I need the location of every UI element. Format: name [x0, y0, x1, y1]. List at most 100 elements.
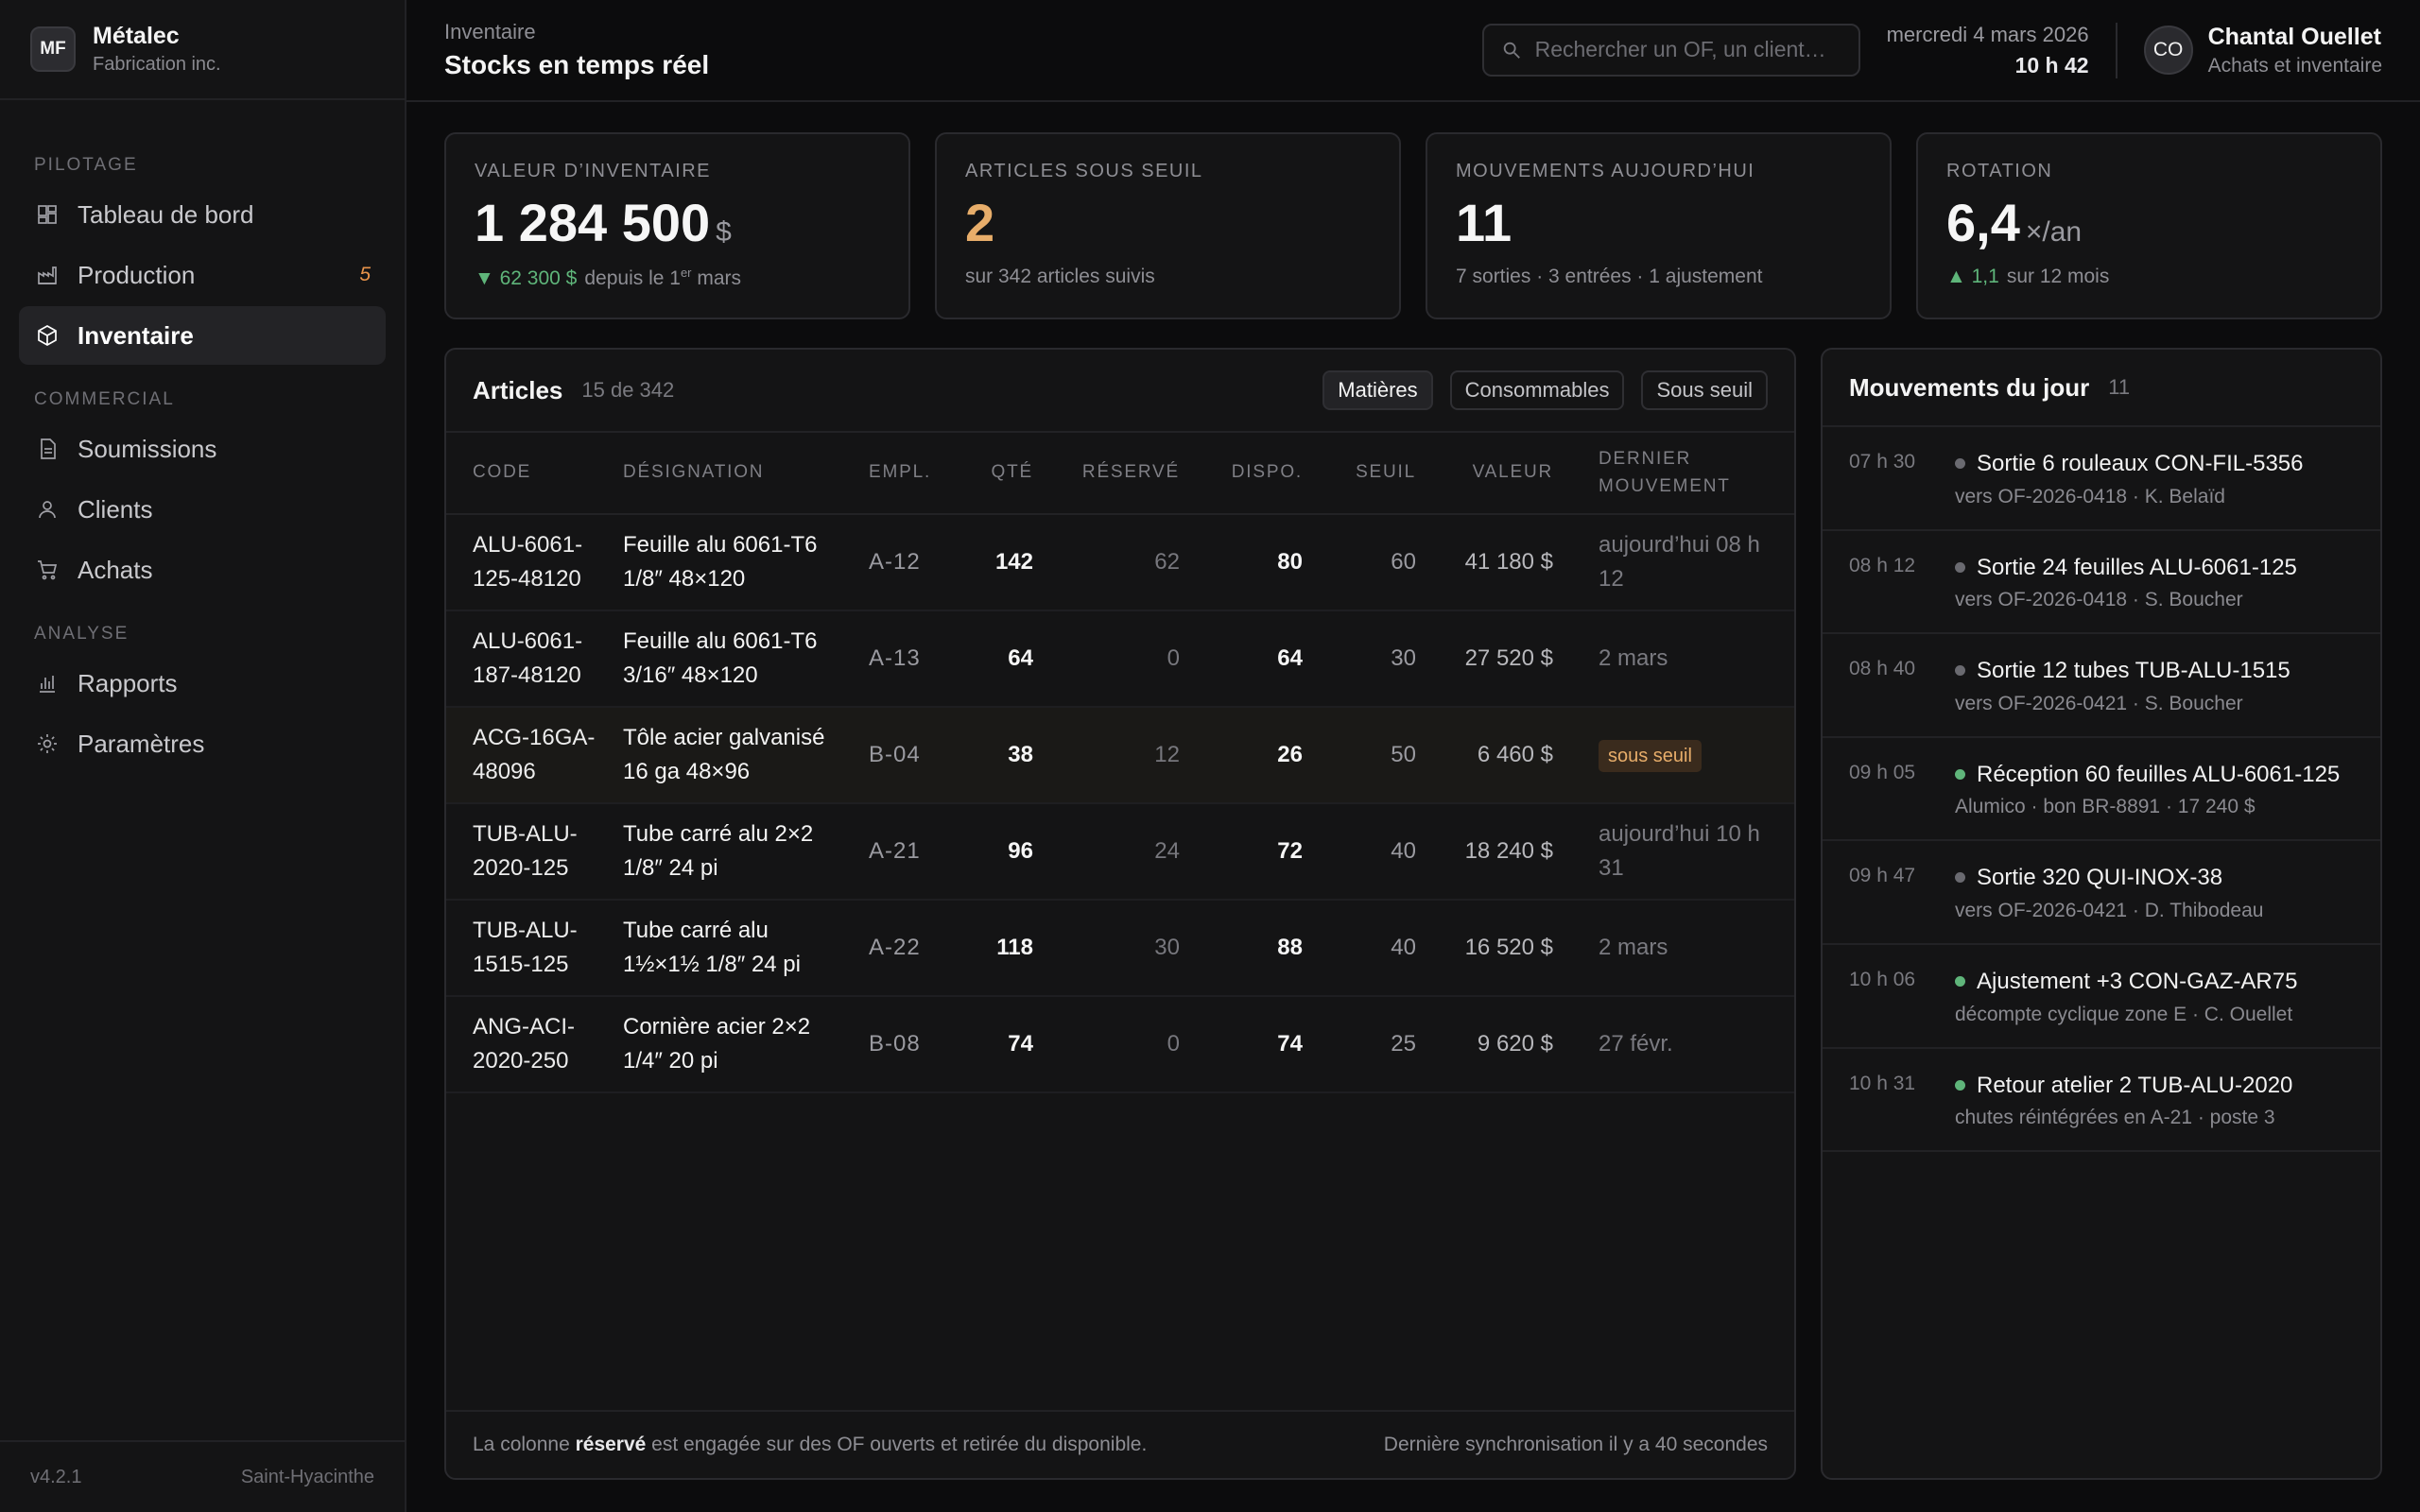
sidebar-item-rapports[interactable]: Rapports	[19, 654, 386, 713]
kpi-sub-text: sur 12 mois	[2006, 265, 2110, 287]
table-row[interactable]: TUB-ALU-2020-125 Tube carré alu 2×2 1/8″…	[446, 803, 1794, 901]
sidebar-item-inventaire[interactable]: Inventaire	[19, 306, 386, 365]
kpi-articles-sous-seuil: ARTICLES SOUS SEUIL 2 sur 342 articles s…	[935, 132, 1401, 319]
cell-reserve: 62	[1046, 514, 1193, 611]
column-header-qty[interactable]: QTÉ	[991, 462, 1033, 483]
sidebar-item-label: Inventaire	[78, 320, 194, 350]
kpi-sub-text-2: mars	[697, 266, 742, 289]
sidebar-item-tableau-de-bord[interactable]: Tableau de bord	[19, 185, 386, 244]
document-icon	[34, 436, 60, 462]
list-item[interactable]: 08 h 12 Sortie 24 feuilles ALU-6061-125 v…	[1823, 531, 2380, 635]
table-header-row: CODE DÉSIGNATION EMPL. QTÉ RÉSERVÉ DISPO…	[446, 433, 1794, 514]
list-item[interactable]: 08 h 40 Sortie 12 tubes TUB-ALU-1515 vers…	[1823, 634, 2380, 738]
main-area: Inventaire Stocks en temps réel Recherch…	[406, 0, 2420, 1512]
kpi-number: 1 284 500	[475, 193, 711, 252]
search-icon	[1503, 42, 1520, 59]
cell-empl: A-13	[856, 610, 971, 708]
kpi-delta: ▼ 62 300 $	[475, 266, 578, 289]
cell-dispo: 26	[1193, 707, 1316, 804]
panel-title: Articles	[473, 375, 563, 404]
cell-dernier-mouvement: aujourd’hui 08 h 12	[1566, 514, 1794, 611]
sidebar-item-achats[interactable]: Achats	[19, 541, 386, 599]
panel-count: 11	[2108, 375, 2131, 399]
sidebar-item-parametres[interactable]: Paramètres	[19, 714, 386, 773]
status-badge: sous seuil	[1599, 740, 1702, 772]
list-item[interactable]: 09 h 05 Réception 60 feuilles ALU-6061-1…	[1823, 738, 2380, 842]
filter-consommables[interactable]: Consommables	[1449, 370, 1625, 410]
column-header-dernier-mouvement[interactable]: DERNIER MOUVEMENT	[1599, 449, 1731, 496]
status-dot	[1955, 768, 1965, 780]
cell-designation: Tube carré alu 2×2 1/8″ 24 pi	[610, 803, 856, 901]
kpi-value: 1 284 500 $	[475, 194, 880, 252]
cell-qty: 74	[971, 996, 1046, 1093]
cell-code: ACG-16GA-48096	[446, 707, 610, 804]
table-row[interactable]: ANG-ACI-2020-250 Cornière acier 2×2 1/4″…	[446, 996, 1794, 1093]
cell-valeur: 9 620 $	[1429, 996, 1566, 1093]
move-detail: vers OF-2026-0421 · D. Thibodeau	[1955, 899, 2264, 921]
cell-empl: A-12	[856, 514, 971, 611]
cell-dernier-mouvement: aujourd’hui 10 h 31	[1566, 803, 1794, 901]
page-content: VALEUR D’INVENTAIRE 1 284 500 $ ▼ 62 300 …	[406, 102, 2420, 1510]
list-item[interactable]: 10 h 06 Ajustement +3 CON-GAZ-AR75 décomp…	[1823, 945, 2380, 1049]
gear-icon	[34, 730, 60, 757]
table-row[interactable]: TUB-ALU-1515-125 Tube carré alu 1½×1½ 1/…	[446, 900, 1794, 997]
column-header-code[interactable]: CODE	[473, 462, 532, 483]
user-menu[interactable]: CO Chantal Ouellet Achats et inventaire	[2143, 23, 2382, 77]
column-header-seuil[interactable]: SEUIL	[1356, 462, 1416, 483]
sidebar-item-label: Clients	[78, 494, 153, 524]
filter-matieres[interactable]: Matières	[1322, 370, 1433, 410]
user-name: Chantal Ouellet	[2207, 23, 2381, 50]
sidebar-item-clients[interactable]: Clients	[19, 480, 386, 539]
move-time: 07 h 30	[1849, 451, 1916, 472]
kpi-sub: ▼ 62 300 $ depuis le 1er mars	[475, 266, 880, 290]
column-header-valeur[interactable]: VALEUR	[1472, 462, 1553, 483]
app-version: v4.2.1	[30, 1466, 82, 1487]
move-time: 10 h 31	[1849, 1072, 1916, 1094]
cell-dispo: 74	[1193, 996, 1316, 1093]
articles-table: CODE DÉSIGNATION EMPL. QTÉ RÉSERVÉ DISPO…	[446, 433, 1794, 1093]
column-header-dispo[interactable]: DISPO.	[1231, 462, 1303, 483]
sidebar-item-label: Production	[78, 260, 196, 289]
breadcrumb[interactable]: Inventaire	[444, 20, 536, 43]
cell-qty: 118	[971, 900, 1046, 997]
move-time: 09 h 47	[1849, 865, 1916, 887]
lower-section: Articles 15 de 342 Matières Consommables…	[444, 348, 2382, 1480]
cell-valeur: 27 520 $	[1429, 610, 1566, 708]
move-detail: vers OF-2026-0421 · S. Boucher	[1955, 692, 2243, 714]
status-dot	[1955, 975, 1965, 987]
kpi-sub-text: depuis le 1	[584, 266, 681, 289]
kpi-delta: ▲ 1,1	[1946, 265, 1999, 287]
sidebar-item-soumissions[interactable]: Soumissions	[19, 420, 386, 478]
cell-code: ALU-6061-125-48120	[446, 514, 610, 611]
cell-valeur: 16 520 $	[1429, 900, 1566, 997]
sidebar: MF Métalec Fabrication inc. PILOTAGE Tab…	[0, 0, 406, 1512]
table-row[interactable]: ALU-6061-125-48120 Feuille alu 6061-T6 1…	[446, 514, 1794, 611]
cell-dernier-mouvement: 2 mars	[1566, 610, 1794, 708]
column-header-empl[interactable]: EMPL.	[869, 462, 932, 483]
brand[interactable]: MF Métalec Fabrication inc.	[0, 0, 405, 100]
cell-empl: A-21	[856, 803, 971, 901]
table-row-below-threshold[interactable]: ACG-16GA-48096 Tôle acier galvanisé 16 g…	[446, 707, 1794, 804]
list-item[interactable]: 07 h 30 Sortie 6 rouleaux CON-FIL-5356 ve…	[1823, 427, 2380, 531]
column-header-reserve[interactable]: RÉSERVÉ	[1081, 462, 1180, 483]
cell-qty: 142	[971, 514, 1046, 611]
search-input[interactable]: Rechercher un OF, un client…	[1481, 24, 1860, 77]
move-detail: décompte cyclique zone E · C. Ouellet	[1955, 1003, 2293, 1025]
bar-chart-icon	[34, 670, 60, 696]
cell-seuil: 40	[1316, 900, 1429, 997]
kpi-number: 6,4	[1946, 193, 2020, 252]
list-item[interactable]: 10 h 31 Retour atelier 2 TUB-ALU-2020 chu…	[1823, 1049, 2380, 1153]
note-bold: réservé	[575, 1434, 647, 1455]
cell-dispo: 72	[1193, 803, 1316, 901]
cell-reserve: 0	[1046, 610, 1193, 708]
column-header-designation[interactable]: DÉSIGNATION	[623, 462, 765, 483]
filter-sous-seuil[interactable]: Sous seuil	[1641, 370, 1768, 410]
cell-qty: 96	[971, 803, 1046, 901]
table-wrap: CODE DÉSIGNATION EMPL. QTÉ RÉSERVÉ DISPO…	[446, 433, 1794, 1410]
kpi-label: ARTICLES SOUS SEUIL	[965, 161, 1203, 181]
table-row[interactable]: ALU-6061-187-48120 Feuille alu 6061-T6 3…	[446, 610, 1794, 708]
move-title: Sortie 6 rouleaux CON-FIL-5356	[1977, 451, 2304, 476]
cart-icon	[34, 557, 60, 583]
list-item[interactable]: 09 h 47 Sortie 320 QUI-INOX-38 vers OF-20…	[1823, 841, 2380, 945]
sidebar-item-production[interactable]: Production 5	[19, 246, 386, 304]
